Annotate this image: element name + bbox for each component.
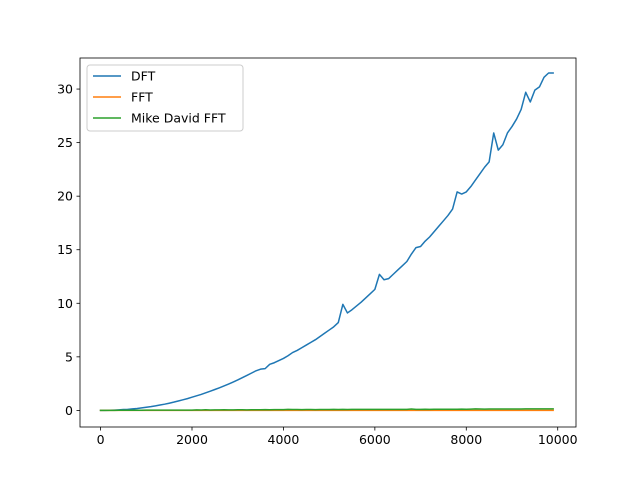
- x-tick-label: 4000: [268, 432, 300, 447]
- legend-label-mike-david-fft: Mike David FFT: [131, 111, 226, 126]
- legend-label-dft: DFT: [131, 69, 156, 84]
- x-tick-label: 0: [97, 432, 105, 447]
- y-tick-label: 10: [57, 296, 73, 311]
- legend-label-fft: FFT: [131, 90, 153, 105]
- series-line-dft: [99, 72, 554, 412]
- x-tick-label: 6000: [359, 432, 391, 447]
- series-layer: [99, 72, 554, 412]
- axes-layer: [79, 57, 577, 428]
- y-axis: 0 5 10 15 20 25 30: [57, 82, 80, 418]
- y-tick-label: 5: [65, 349, 73, 364]
- legend: DFT FFT Mike David FFT: [86, 64, 244, 132]
- y-tick-label: 0: [65, 403, 73, 418]
- axes-frame: [79, 57, 577, 428]
- y-tick-label: 20: [57, 189, 73, 204]
- legend-box: [86, 64, 244, 132]
- x-tick-label: 2000: [176, 432, 208, 447]
- x-axis: 0 2000 4000 6000 8000 10000: [97, 427, 578, 447]
- series-line-mike-david-fft: [99, 408, 554, 412]
- x-tick-label: 10000: [538, 432, 578, 447]
- y-tick-label: 25: [57, 135, 73, 150]
- y-tick-label: 30: [57, 82, 73, 97]
- y-tick-label: 15: [57, 242, 73, 257]
- x-tick-label: 8000: [450, 432, 482, 447]
